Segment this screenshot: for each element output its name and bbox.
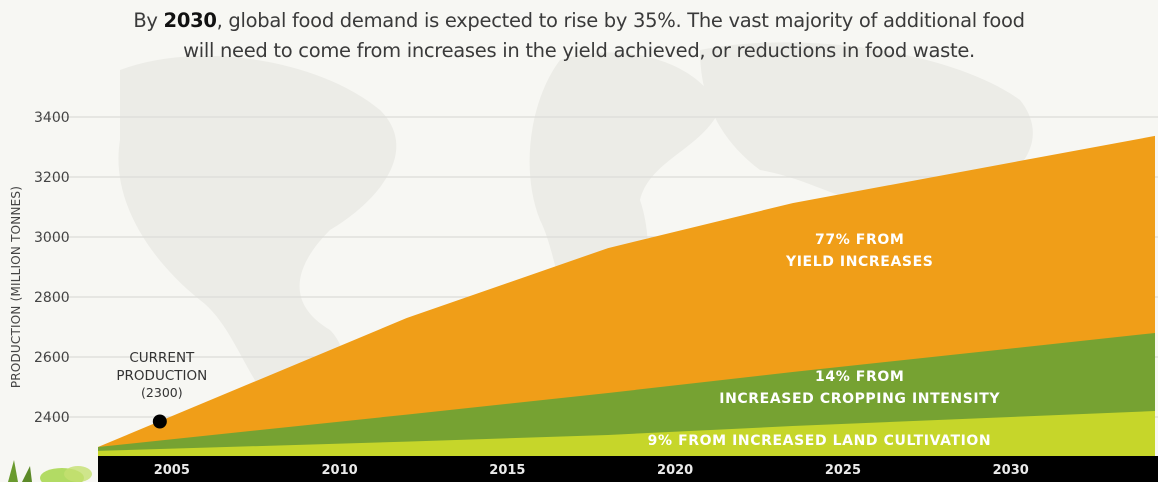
annotation-line-production: PRODUCTION (116, 368, 207, 384)
x-axis-ticks: 2005 2010 2015 2020 2025 2030 (154, 463, 1029, 478)
foliage-decoration (8, 460, 92, 482)
x-tick-label: 2020 (657, 463, 693, 478)
y-tick-label: 3200 (34, 170, 70, 186)
y-tick-label: 3400 (34, 110, 70, 126)
stacked-areas (98, 135, 1155, 456)
y-tick-label: 2600 (34, 350, 70, 366)
area-land (98, 411, 1155, 456)
headline-prefix: By (133, 9, 164, 32)
headline: By 2030, global food demand is expected … (0, 6, 1158, 66)
band-label-yield: YIELD INCREASES (785, 254, 933, 270)
y-tick-label: 2800 (34, 290, 70, 306)
band-labels: 77% FROM YIELD INCREASES 14% FROM INCREASED… (648, 232, 1000, 449)
band-label-cropping: 14% FROM (815, 369, 904, 385)
headline-line-2: will need to come from increases in the … (183, 39, 975, 62)
x-tick-label: 2010 (322, 463, 358, 478)
band-label-yield: 77% FROM (815, 232, 904, 248)
headline-year: 2030 (163, 9, 217, 32)
y-axis-label: PRODUCTION (MILLION TONNES) (9, 186, 23, 388)
x-tick-label: 2025 (825, 463, 861, 478)
x-tick-label: 2015 (489, 463, 525, 478)
current-production-point (152, 414, 167, 429)
annotation-line-value: (2300) (141, 385, 183, 400)
band-label-land: 9% FROM INCREASED LAND CULTIVATION (648, 433, 992, 449)
x-axis-bar (98, 456, 1158, 482)
y-axis-ticks: 2400 2600 2800 3000 3200 3400 (34, 110, 70, 426)
annotation-line-current: CURRENT (129, 350, 195, 366)
band-label-cropping: INCREASED CROPPING INTENSITY (719, 391, 1000, 407)
current-production-annotation: CURRENT PRODUCTION (2300) (116, 350, 207, 429)
x-tick-label: 2005 (154, 463, 190, 478)
headline-line-1-rest: , global food demand is expected to rise… (216, 9, 1025, 32)
y-tick-label: 2400 (34, 410, 70, 426)
headline-line-1: By 2030, global food demand is expected … (0, 6, 1158, 36)
y-tick-label: 3000 (34, 230, 70, 246)
x-tick-label: 2030 (993, 463, 1029, 478)
